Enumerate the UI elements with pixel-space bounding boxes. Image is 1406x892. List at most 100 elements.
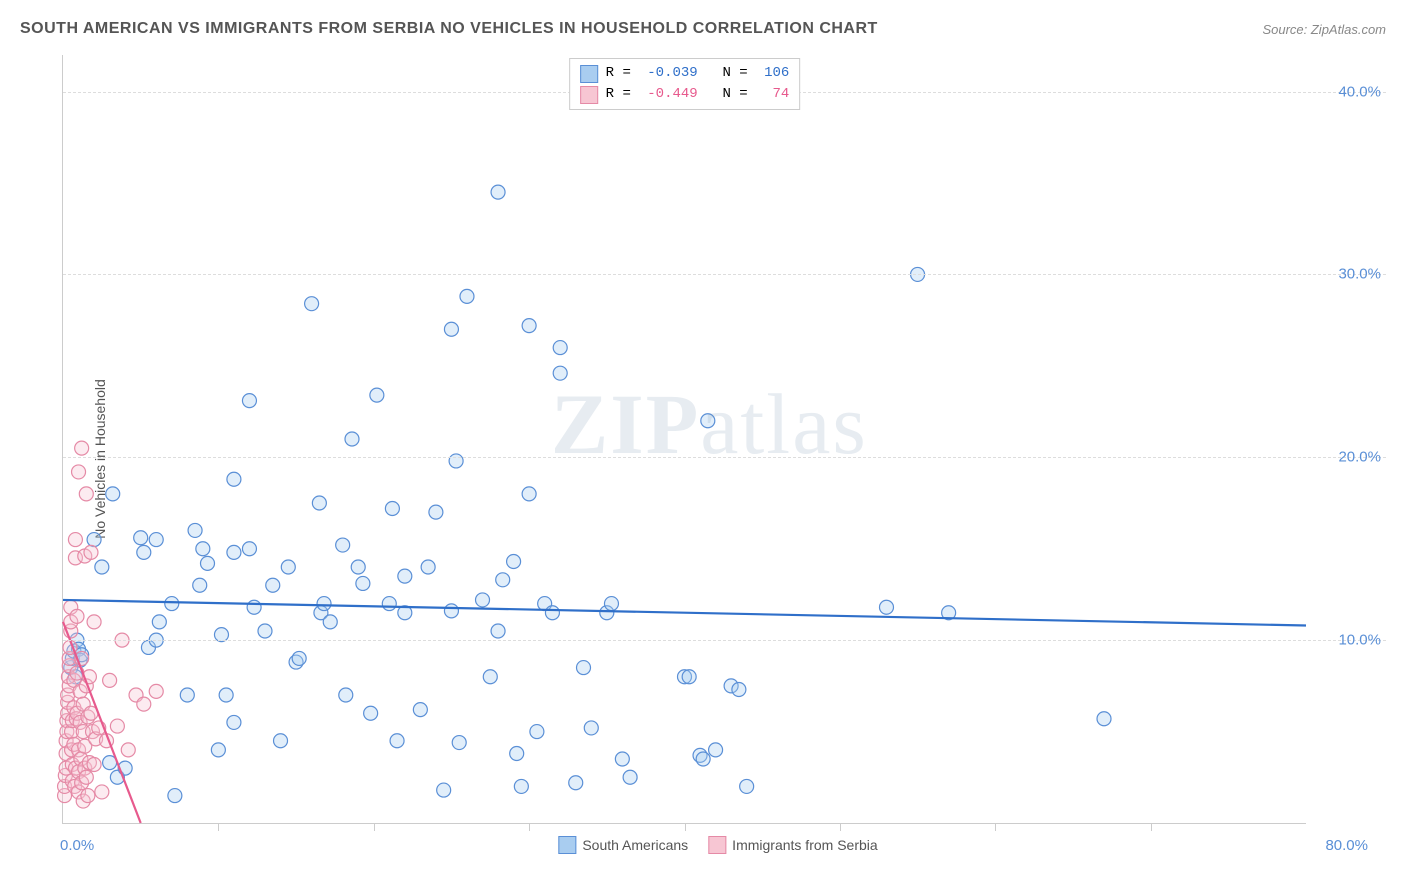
legend-swatch-blue: [580, 65, 598, 83]
data-point: [317, 597, 331, 611]
data-point: [491, 185, 505, 199]
data-point: [137, 697, 151, 711]
data-point: [604, 597, 618, 611]
data-point: [247, 600, 261, 614]
y-tick-label: 10.0%: [1338, 632, 1381, 649]
data-point: [87, 615, 101, 629]
data-point: [193, 578, 207, 592]
data-point: [305, 297, 319, 311]
data-point: [219, 688, 233, 702]
legend-row-1: R = -0.039 N = 106: [580, 63, 790, 84]
legend-swatch-pink: [580, 86, 598, 104]
bottom-legend-label-1: South Americans: [582, 837, 688, 853]
data-point: [483, 670, 497, 684]
data-point: [72, 465, 86, 479]
data-point: [370, 388, 384, 402]
data-point: [196, 542, 210, 556]
data-point: [522, 487, 536, 501]
data-point: [227, 472, 241, 486]
data-point: [444, 604, 458, 618]
bottom-legend-item-1: South Americans: [558, 836, 688, 854]
data-point: [701, 414, 715, 428]
data-point: [165, 597, 179, 611]
data-point: [121, 743, 135, 757]
data-point: [382, 597, 396, 611]
data-point: [530, 725, 544, 739]
plot-region: ZIPatlas R = -0.039 N = 106 R = -0.449 N…: [62, 55, 1306, 824]
data-point: [460, 289, 474, 303]
data-point: [390, 734, 404, 748]
data-point: [732, 683, 746, 697]
data-point: [336, 538, 350, 552]
data-point: [421, 560, 435, 574]
bottom-legend-label-2: Immigrants from Serbia: [732, 837, 877, 853]
data-point: [84, 545, 98, 559]
data-point: [68, 533, 82, 547]
data-point: [211, 743, 225, 757]
source-label: Source: ZipAtlas.com: [1262, 22, 1386, 37]
data-point: [81, 789, 95, 803]
y-tick-label: 30.0%: [1338, 266, 1381, 283]
data-point: [345, 432, 359, 446]
data-point: [444, 322, 458, 336]
data-point: [266, 578, 280, 592]
data-point: [152, 615, 166, 629]
data-point: [514, 779, 528, 793]
data-point: [258, 624, 272, 638]
data-point: [449, 454, 463, 468]
data-point: [696, 752, 710, 766]
data-point: [106, 487, 120, 501]
data-point: [522, 319, 536, 333]
data-point: [879, 600, 893, 614]
data-point: [281, 560, 295, 574]
data-point: [577, 661, 591, 675]
data-point: [323, 615, 337, 629]
chart-title: SOUTH AMERICAN VS IMMIGRANTS FROM SERBIA…: [20, 20, 878, 38]
data-point: [413, 703, 427, 717]
data-point: [584, 721, 598, 735]
data-point: [476, 593, 490, 607]
data-point: [429, 505, 443, 519]
y-tick-label: 20.0%: [1338, 449, 1381, 466]
bottom-swatch-pink: [708, 836, 726, 854]
data-point: [339, 688, 353, 702]
data-point: [95, 785, 109, 799]
data-point: [364, 706, 378, 720]
data-point: [452, 736, 466, 750]
data-point: [312, 496, 326, 510]
data-point: [615, 752, 629, 766]
bottom-legend: South Americans Immigrants from Serbia: [558, 836, 877, 854]
data-point: [137, 545, 151, 559]
data-point: [623, 770, 637, 784]
data-point: [274, 734, 288, 748]
data-point: [87, 533, 101, 547]
data-point: [87, 757, 101, 771]
data-point: [496, 573, 510, 587]
data-point: [70, 609, 84, 623]
legend-row-2: R = -0.449 N = 74: [580, 84, 790, 105]
data-point: [75, 441, 89, 455]
data-point: [510, 747, 524, 761]
x-axis-min-label: 0.0%: [60, 837, 94, 854]
data-point: [545, 606, 559, 620]
data-point: [398, 569, 412, 583]
data-point: [200, 556, 214, 570]
data-point: [740, 779, 754, 793]
data-point: [180, 688, 194, 702]
data-point: [95, 560, 109, 574]
data-point: [507, 555, 521, 569]
data-point: [149, 533, 163, 547]
data-point: [188, 523, 202, 537]
bottom-legend-item-2: Immigrants from Serbia: [708, 836, 877, 854]
data-point: [292, 651, 306, 665]
data-point: [553, 341, 567, 355]
data-point: [103, 673, 117, 687]
data-point: [356, 576, 370, 590]
data-point: [385, 501, 399, 515]
y-tick-label: 40.0%: [1338, 83, 1381, 100]
data-point: [1097, 712, 1111, 726]
data-point: [134, 531, 148, 545]
data-point: [227, 545, 241, 559]
chart-area: No Vehicles in Household ZIPatlas R = -0…: [50, 55, 1386, 862]
data-point: [351, 560, 365, 574]
